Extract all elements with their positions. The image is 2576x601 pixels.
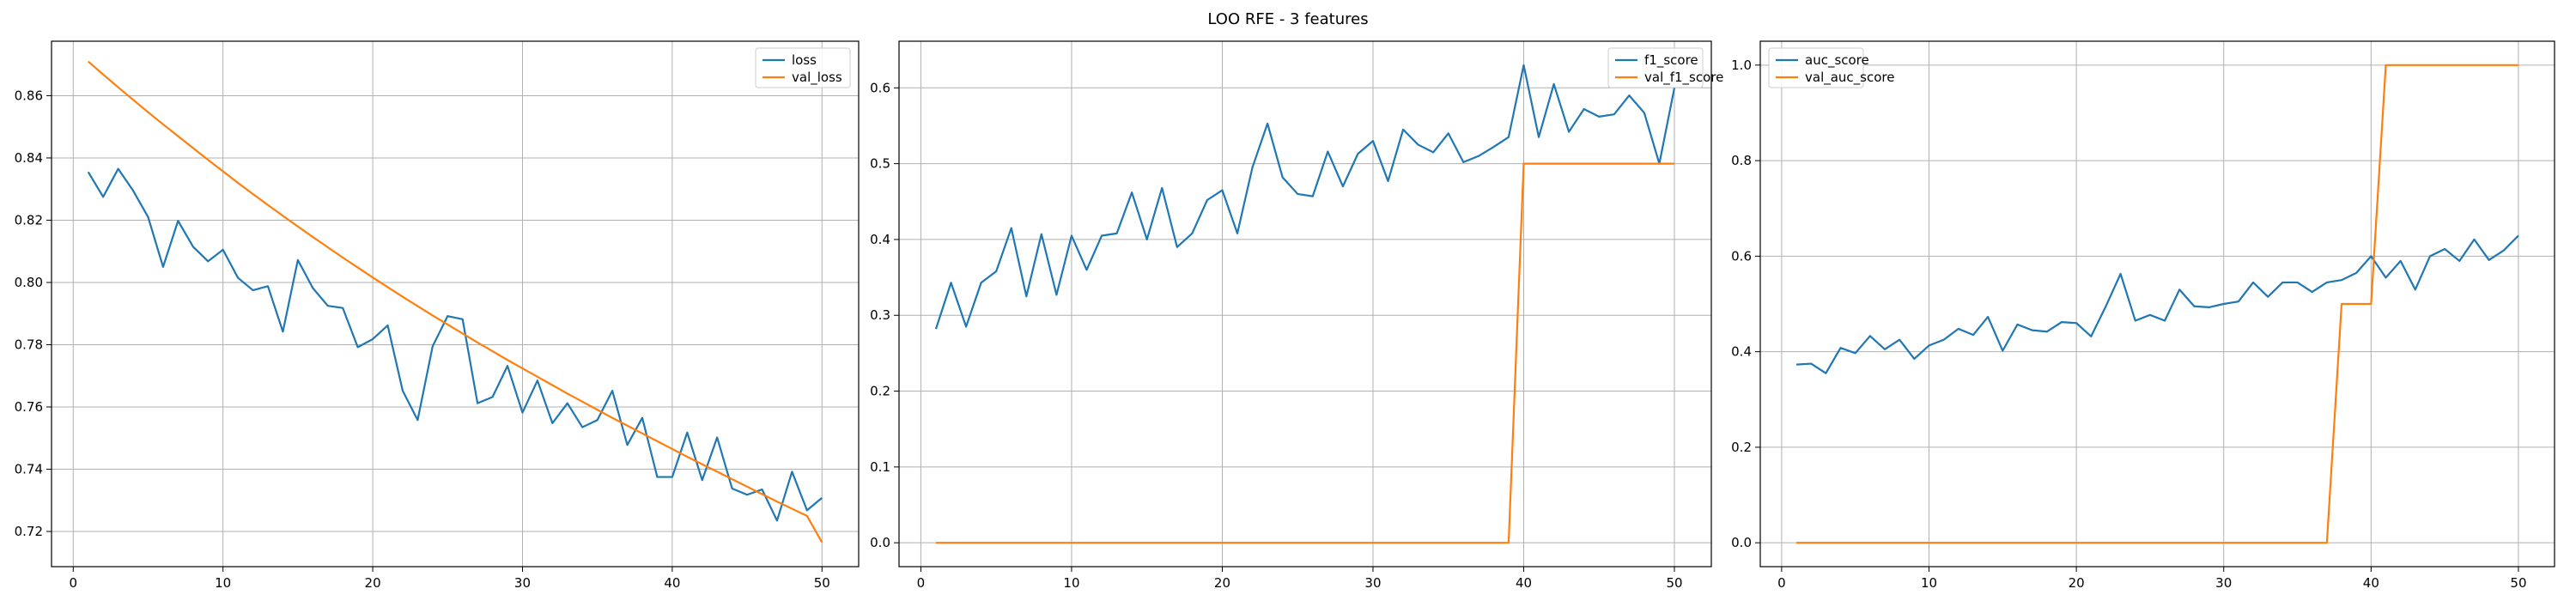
legend-label: auc_score [1805, 52, 1869, 69]
x-tick-label: 30 [514, 575, 531, 591]
grid [52, 41, 859, 567]
grid [899, 41, 1711, 567]
y-tick-label: 0.72 [15, 524, 43, 539]
y-tick-label: 0.82 [15, 212, 43, 228]
series-line-val_loss [88, 60, 823, 543]
y-tick-label: 0.8 [1731, 153, 1752, 168]
legend-label: val_loss [792, 70, 842, 86]
y-tick-label: 0.2 [1731, 440, 1752, 455]
y-tick-label: 0.78 [15, 337, 43, 352]
series-line-val_f1_score [936, 162, 1674, 544]
subplot-3: 0 10 20 30 40 50 0.0 0.2 0.4 0.6 0.8 1.0 auc_scoreva… [1731, 40, 2555, 591]
subplot-1: 0 10 20 30 40 50 0.72 0.74 0.76 0.78 0.80 0.82 0.84 0… [15, 40, 860, 591]
y-tick-label: 0.76 [15, 399, 43, 415]
y-tick-label: 0.2 [870, 384, 890, 399]
x-tick-label: 10 [1063, 575, 1079, 591]
y-tick-label: 0.5 [870, 156, 890, 172]
y-tick-label: 0.74 [15, 462, 43, 477]
series-line-loss [87, 167, 823, 522]
x-tick-label: 30 [2215, 575, 2232, 591]
series-line-f1_score [934, 64, 1676, 330]
x-tick-label: 50 [814, 575, 830, 591]
axes-frame [898, 40, 1712, 568]
x-tick-label: 20 [1214, 575, 1230, 591]
x-tick-label: 50 [1666, 575, 1682, 591]
x-tick-label: 50 [2510, 575, 2526, 591]
legend-label: val_f1_score [1644, 70, 1723, 86]
x-tick-label: 40 [2363, 575, 2379, 591]
y-tick-label: 0.4 [1731, 344, 1752, 360]
x-tick-label: 0 [917, 575, 926, 591]
y-tick-label: 0.86 [15, 88, 43, 103]
subplot-2: 0 10 20 30 40 50 0.0 0.1 0.2 0.3 0.4 0.5 0.6 f1_score… [870, 40, 1723, 591]
y-tick-label: 0.0 [870, 535, 890, 550]
y-tick-label: 0.80 [15, 275, 43, 290]
axes-frame [1759, 40, 2555, 568]
series-line-auc_score [1795, 234, 2519, 374]
figure-title: LOO RFE - 3 features [1207, 10, 1368, 28]
y-tick-label: 0.6 [1731, 248, 1752, 264]
legend: loss val_loss [755, 47, 851, 88]
x-tick-label: 40 [1516, 575, 1532, 591]
y-tick-label: 0.4 [870, 232, 890, 247]
x-tick-label: 20 [2069, 575, 2085, 591]
y-tick-label: 0.3 [870, 307, 890, 323]
legend-label: val_auc_score [1805, 70, 1895, 86]
x-tick-label: 10 [1921, 575, 1937, 591]
y-tick-label: 0.84 [15, 150, 43, 166]
legend-label: loss [792, 52, 817, 68]
x-tick-label: 30 [1364, 575, 1381, 591]
subplots: 0 10 20 30 40 500.720.740.760.780.800.820.840… [15, 40, 2555, 591]
x-tick-label: 10 [215, 575, 231, 591]
y-tick-label: 1.0 [1731, 58, 1752, 73]
x-tick-label: 40 [664, 575, 680, 591]
series-line-val_auc_score [1796, 64, 2518, 544]
y-tick-label: 0.1 [870, 459, 890, 475]
legend-label: f1_score [1644, 52, 1698, 69]
axes-frame [51, 40, 860, 568]
y-tick-label: 0.0 [1731, 535, 1752, 550]
x-tick-label: 0 [1777, 575, 1786, 591]
x-tick-label: 20 [365, 575, 381, 591]
grid [1760, 41, 2555, 567]
y-tick-label: 0.6 [870, 80, 890, 95]
x-tick-label: 0 [70, 575, 78, 591]
